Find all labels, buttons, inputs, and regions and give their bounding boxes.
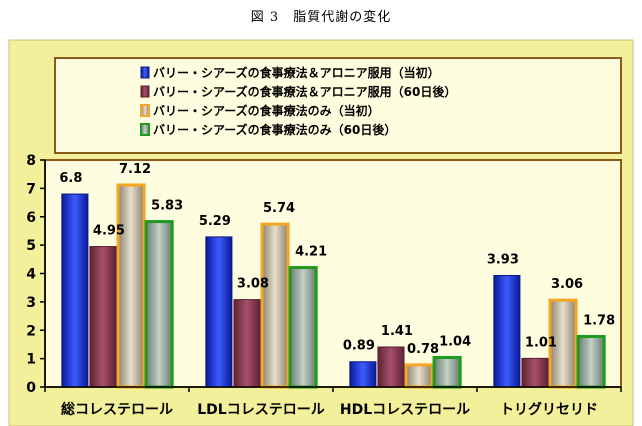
data-label: 5.29 [199, 214, 231, 229]
data-label: 3.06 [551, 277, 583, 292]
legend-item: バリー・シアーズの食事療法のみ（当初） [140, 103, 380, 118]
data-label: 1.01 [525, 335, 557, 350]
data-label: 4.95 [93, 224, 125, 239]
bar [144, 220, 174, 389]
legend-label: バリー・シアーズの食事療法＆アロニア服用（当初） [153, 65, 440, 80]
y-tick-label: 0 [26, 380, 36, 396]
x-category-label: トリグリセリド [500, 401, 598, 418]
data-labels: 6.8 5.29 0.89 3.93 4.95 3.08 1.41 1.01 7.12 5.74 0… [59, 162, 615, 357]
y-tick-label: 4 [26, 267, 36, 283]
legend-label: バリー・シアーズの食事療法のみ（60日後） [153, 122, 396, 137]
y-tick-label: 1 [26, 352, 36, 368]
data-label: 5.74 [263, 201, 295, 216]
legend-swatch [140, 123, 150, 136]
legend-swatch [140, 66, 150, 79]
bar [260, 222, 290, 389]
data-label: 0.78 [407, 342, 439, 357]
y-tick-label: 8 [26, 153, 36, 169]
figure-title: 図 3 脂質代謝の変化 [250, 10, 392, 25]
x-axis: 総コレステロール LDLコレステロール HDLコレステロール トリグリセリド [44, 386, 622, 418]
data-label: 1.41 [381, 324, 413, 339]
data-label: 6.8 [59, 171, 82, 186]
bar [576, 334, 606, 389]
bar [404, 363, 434, 389]
bar [205, 236, 233, 388]
bar [233, 299, 261, 388]
data-label: 1.78 [583, 313, 615, 328]
legend-swatch [140, 104, 150, 117]
data-label: 1.04 [439, 334, 471, 349]
data-label: 7.12 [119, 162, 151, 177]
bar [493, 274, 521, 388]
x-category-label: HDLコレステロール [340, 402, 470, 418]
data-label: 3.93 [487, 252, 519, 267]
legend-item: バリー・シアーズの食事療法のみ（60日後） [140, 122, 396, 137]
bar [521, 357, 549, 388]
bar [61, 193, 89, 388]
bar [288, 266, 318, 389]
y-tick-label: 3 [26, 295, 36, 311]
bar [89, 246, 117, 388]
x-category-label: LDLコレステロール [197, 402, 324, 418]
bar [116, 183, 146, 389]
y-tick-label: 7 [26, 181, 36, 197]
data-label: 5.83 [151, 199, 183, 214]
legend-item: バリー・シアーズの食事療法＆アロニア服用（60日後） [140, 84, 456, 99]
legend: バリー・シアーズの食事療法＆アロニア服用（当初） バリー・シアーズの食事療法＆アロ… [54, 57, 622, 154]
y-tick-label: 6 [26, 210, 36, 226]
bar [432, 355, 462, 389]
data-label: 0.89 [343, 339, 375, 354]
y-axis: 0 1 2 3 4 5 6 7 8 [26, 153, 46, 396]
data-label: 3.08 [237, 277, 269, 292]
y-tick-label: 5 [26, 238, 36, 254]
y-tick-label: 2 [26, 323, 36, 339]
legend-label: バリー・シアーズの食事療法＆アロニア服用（60日後） [153, 84, 456, 99]
legend-label: バリー・シアーズの食事療法のみ（当初） [153, 103, 380, 118]
bar [349, 361, 377, 388]
data-label: 4.21 [295, 245, 327, 260]
bars [61, 183, 606, 389]
legend-swatch [140, 85, 150, 98]
x-category-label: 総コレステロール [61, 401, 173, 418]
bar [377, 346, 405, 388]
legend-item: バリー・シアーズの食事療法＆アロニア服用（当初） [140, 65, 440, 80]
